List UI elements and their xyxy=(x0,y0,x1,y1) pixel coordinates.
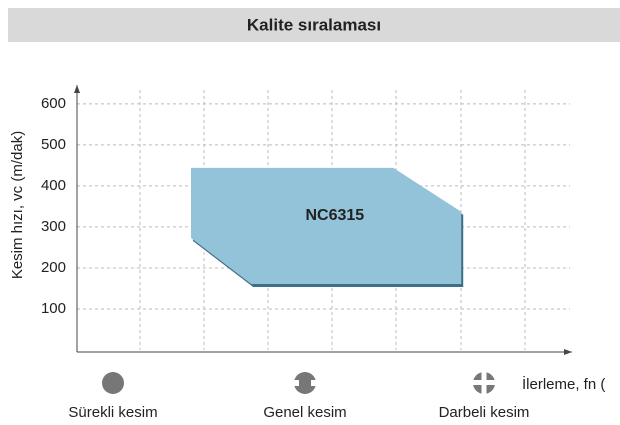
y-tick-label: 600 xyxy=(41,95,66,112)
region xyxy=(190,167,462,284)
y-tick-label: 200 xyxy=(41,259,66,276)
x-axis-label: İlerleme, fn ( xyxy=(522,375,605,393)
y-tick-label: 400 xyxy=(41,177,66,194)
icons xyxy=(102,372,495,394)
icon-continuous xyxy=(102,372,124,394)
y-axis-arrow xyxy=(74,85,80,93)
icon-notch xyxy=(294,380,299,386)
chart-title: Kalite sıralaması xyxy=(247,15,381,34)
region-label: NC6315 xyxy=(305,207,364,224)
icon-label: Sürekli kesim xyxy=(68,404,157,421)
x-axis-arrow xyxy=(564,349,572,355)
icon-notch xyxy=(311,380,316,386)
y-axis-label: Kesim hızı, vc (m/dak) xyxy=(9,131,26,279)
y-tick-label: 500 xyxy=(41,136,66,153)
icon-label: Genel kesim xyxy=(263,404,346,421)
y-tick-label: 100 xyxy=(41,300,66,317)
icon-notch xyxy=(481,372,487,394)
icon-label: Darbeli kesim xyxy=(439,404,530,421)
y-tick-label: 300 xyxy=(41,218,66,235)
title-bar xyxy=(8,8,620,42)
icon-general xyxy=(294,372,316,394)
